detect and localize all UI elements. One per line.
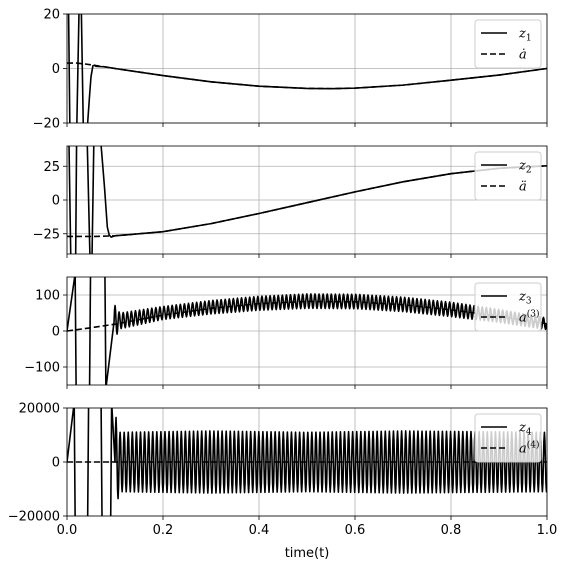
y-tick-label: 0: [52, 194, 60, 209]
series-solid-line: [67, 277, 547, 385]
subplots: −20 0 20 z1 ȧ −25 0 25 z2 ä −100 0 100 z3 a(3) −20000 0 2…: [8, 8, 558, 539]
y-tick-label: 25: [43, 160, 60, 175]
y-tick-label: 100: [35, 289, 60, 304]
y-tick-label: 0: [52, 62, 60, 77]
series-solid-line: [67, 14, 547, 123]
y-tick-label: −100: [24, 361, 60, 376]
series-solid-line: [67, 408, 547, 516]
y-tick-label: −20: [33, 117, 60, 132]
legend-label: z1: [518, 27, 532, 44]
legend-label: ä: [519, 180, 527, 195]
x-tick-label: 0.0: [57, 523, 78, 538]
plot-area: [67, 277, 547, 385]
legend-label: a(3): [519, 309, 540, 326]
x-tick-label: 0.4: [249, 523, 270, 538]
subplot-4: −20000 0 20000 0.0 0.2 0.4 0.6 0.8 1.0 z4 a(4): [8, 402, 558, 539]
legend-label: z4: [518, 421, 532, 438]
legend: z2 ä: [474, 151, 542, 201]
y-tick-label: 20000: [19, 402, 60, 417]
plot-area: [67, 408, 547, 516]
subplot-2: −25 0 25 z2 ä: [33, 145, 548, 258]
y-tick-label: −25: [33, 227, 60, 242]
series-solid-line: [67, 146, 547, 254]
x-tick-label: 0.8: [441, 523, 462, 538]
legend: z3 a(3): [474, 282, 542, 332]
legend-box: [474, 413, 542, 463]
y-tick-label: 20: [43, 8, 60, 23]
plot-area: [67, 146, 547, 254]
y-tick-label: 0: [52, 456, 60, 471]
y-tick-label: −20000: [8, 510, 60, 525]
x-axis-label: time(t): [285, 546, 330, 561]
legend-box: [474, 282, 542, 332]
legend-label: a(4): [519, 440, 540, 457]
subplot-3: −100 0 100 z3 a(3): [24, 276, 548, 389]
plot-area: [67, 14, 547, 123]
legend-label: z3: [518, 290, 532, 307]
legend: z1 ȧ: [474, 19, 542, 69]
x-tick-label: 1.0: [537, 523, 558, 538]
x-tick-label: 0.2: [153, 523, 174, 538]
legend-box: [474, 19, 542, 69]
legend-label: ȧ: [519, 48, 527, 63]
x-tick-label: 0.6: [345, 523, 366, 538]
y-tick-label: 0: [52, 325, 60, 340]
legend-label: z2: [518, 159, 532, 176]
subplot-1: −20 0 20 z1 ȧ: [33, 8, 548, 132]
legend: z4 a(4): [474, 413, 542, 463]
legend-box: [474, 151, 542, 201]
